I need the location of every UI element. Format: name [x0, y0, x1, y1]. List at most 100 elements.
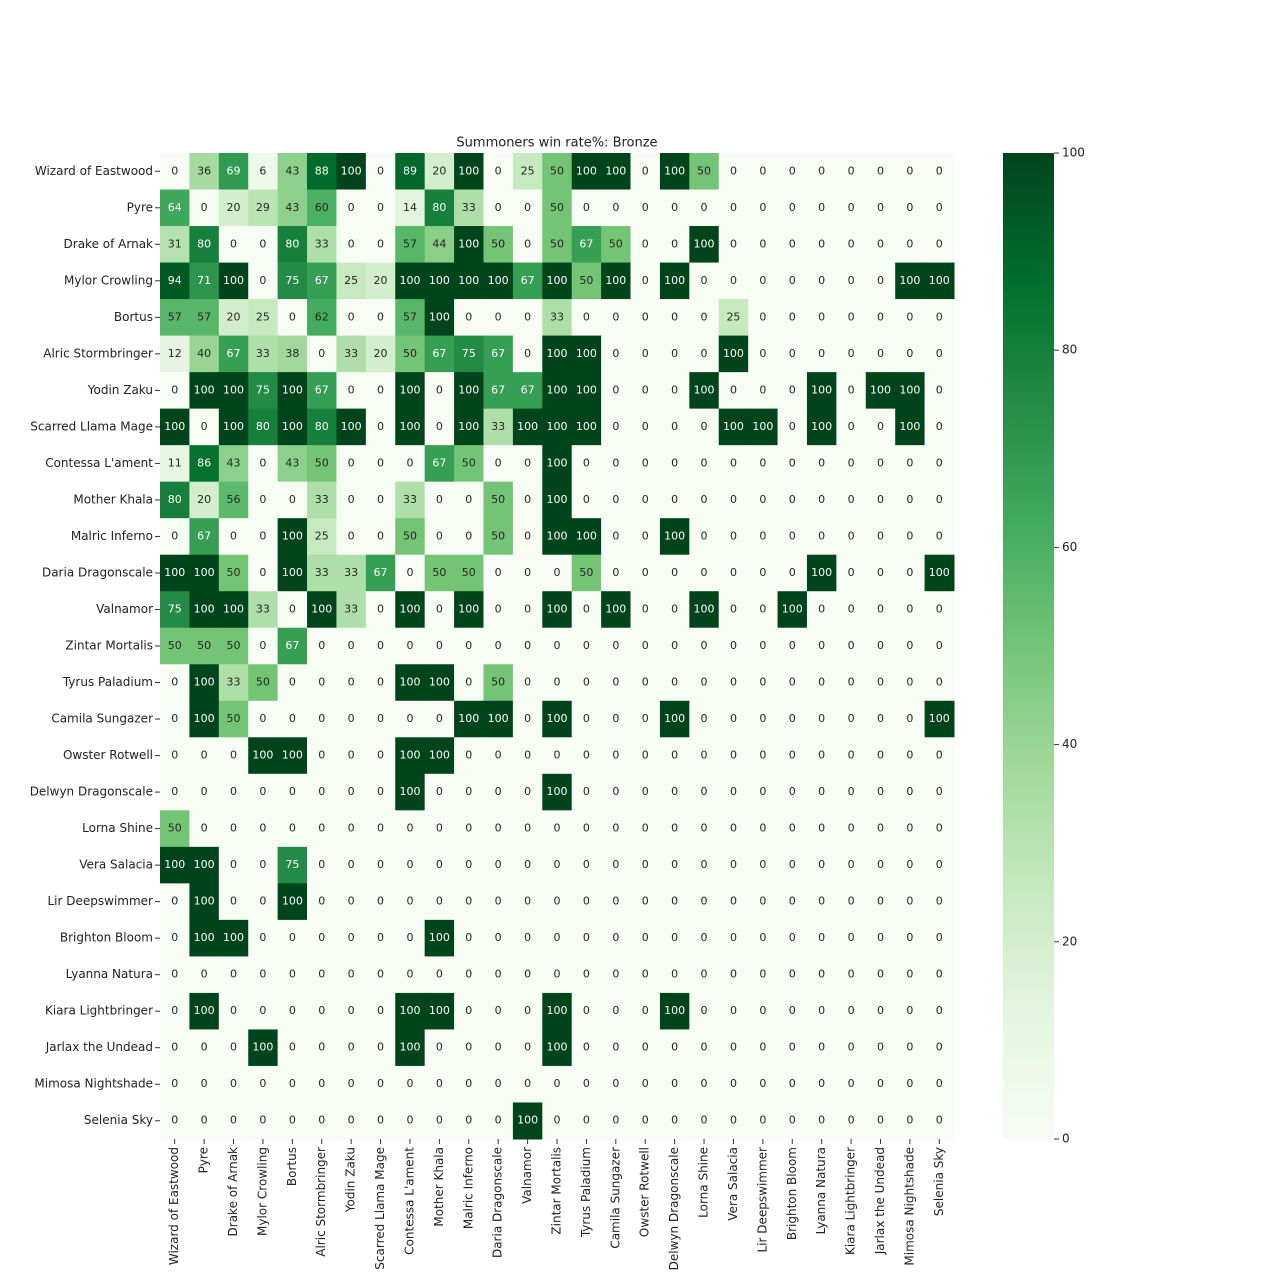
heatmap-cell	[542, 992, 573, 1030]
cell-label: 62	[315, 310, 329, 323]
cell-label: 0	[495, 456, 502, 469]
cell-label: 0	[848, 1041, 855, 1054]
heatmap-cell	[542, 700, 573, 738]
heatmap-cell	[160, 591, 190, 629]
cell-label: 0	[936, 164, 943, 177]
cell-label: 0	[848, 822, 855, 835]
cell-label: 100	[547, 529, 568, 542]
heatmap-cell	[160, 335, 190, 373]
heatmap-cell	[160, 700, 190, 738]
colorbar-tick-label: 0	[1062, 1132, 1070, 1146]
heatmap-cell	[865, 554, 896, 592]
heatmap-cell	[777, 664, 808, 702]
colorbar-tick-label: 60	[1062, 540, 1077, 554]
cell-label: 0	[201, 785, 208, 798]
heatmap-cell	[924, 262, 955, 300]
heatmap-cell	[630, 1065, 661, 1103]
heatmap-cell	[777, 299, 808, 337]
heatmap-cell	[395, 335, 426, 373]
cell-label: 0	[524, 749, 531, 762]
heatmap-cell	[806, 299, 837, 337]
cell-label: 0	[759, 822, 766, 835]
cell-label: 0	[612, 676, 619, 689]
heatmap-cell	[601, 664, 632, 702]
cell-label: 100	[194, 931, 215, 944]
heatmap-cell	[454, 700, 484, 738]
cell-label: 0	[318, 931, 325, 944]
cell-label: 0	[877, 785, 884, 798]
heatmap-cell	[865, 481, 896, 519]
heatmap-cell	[307, 664, 337, 702]
heatmap-cell	[630, 408, 661, 446]
x-tick-label: Delwyn Dragonscale	[667, 1147, 681, 1270]
heatmap-cell	[895, 262, 926, 300]
cell-label: 0	[759, 639, 766, 652]
cell-label: 0	[701, 931, 708, 944]
cell-label: 100	[341, 420, 362, 433]
cell-label: 33	[315, 493, 329, 506]
heatmap-cell	[483, 518, 514, 556]
heatmap-cell	[836, 481, 867, 519]
cell-label: 0	[377, 1077, 384, 1090]
cell-label: 43	[285, 164, 299, 177]
cell-label: 0	[642, 347, 649, 360]
heatmap-cell	[424, 992, 455, 1030]
cell-label: 0	[171, 529, 178, 542]
cell-label: 0	[612, 785, 619, 798]
heatmap-cell	[865, 627, 896, 665]
heatmap-cell	[659, 1029, 690, 1067]
heatmap-cell	[836, 518, 867, 556]
heatmap-cell	[601, 153, 632, 191]
heatmap-cell	[218, 153, 249, 191]
heatmap-cell	[571, 919, 602, 957]
cell-label: 0	[348, 529, 355, 542]
cell-label: 0	[554, 639, 561, 652]
cell-label: 0	[730, 895, 737, 908]
cell-label: 0	[230, 968, 237, 981]
heatmap-cell	[454, 226, 484, 264]
cell-label: 0	[936, 1077, 943, 1090]
heatmap-cell	[630, 481, 661, 519]
heatmap-cell	[512, 1065, 543, 1103]
cell-label: 0	[701, 420, 708, 433]
heatmap-cell	[571, 883, 602, 921]
heatmap-cell	[718, 591, 749, 629]
heatmap-cell	[806, 810, 837, 848]
cell-label: 100	[694, 383, 715, 396]
cell-label: 100	[929, 712, 950, 725]
heatmap-cell	[659, 1102, 690, 1140]
heatmap-cell	[748, 846, 779, 884]
cell-label: 0	[348, 712, 355, 725]
heatmap-cell	[512, 956, 543, 994]
cell-label: 0	[671, 237, 678, 250]
heatmap-cell	[189, 700, 220, 738]
cell-label: 0	[554, 895, 561, 908]
cell-label: 0	[906, 968, 913, 981]
cell-label: 0	[436, 602, 443, 615]
cell-label: 0	[318, 1004, 325, 1017]
heatmap-cell	[189, 226, 220, 264]
cell-label: 0	[877, 1041, 884, 1054]
cell-label: 100	[429, 749, 450, 762]
heatmap-cell	[836, 956, 867, 994]
cell-label: 0	[789, 968, 796, 981]
cell-label: 50	[227, 566, 241, 579]
cell-label: 75	[256, 383, 270, 396]
heatmap-cell	[836, 153, 867, 191]
cell-label: 64	[168, 201, 182, 214]
heatmap-cell	[483, 335, 514, 373]
cell-label: 0	[701, 201, 708, 214]
cell-label: 0	[642, 1004, 649, 1017]
heatmap-cell	[630, 226, 661, 264]
heatmap-cell	[777, 189, 808, 227]
y-tick-label: Malric Inferno	[71, 529, 153, 543]
cell-label: 0	[877, 712, 884, 725]
cell-label: 0	[348, 968, 355, 981]
cell-label: 0	[701, 749, 708, 762]
heatmap-cell	[601, 883, 632, 921]
heatmap-cell	[248, 299, 279, 337]
heatmap-cell	[689, 554, 720, 592]
heatmap-cell	[836, 627, 867, 665]
heatmap-cell	[924, 956, 955, 994]
heatmap-cell	[395, 810, 426, 848]
